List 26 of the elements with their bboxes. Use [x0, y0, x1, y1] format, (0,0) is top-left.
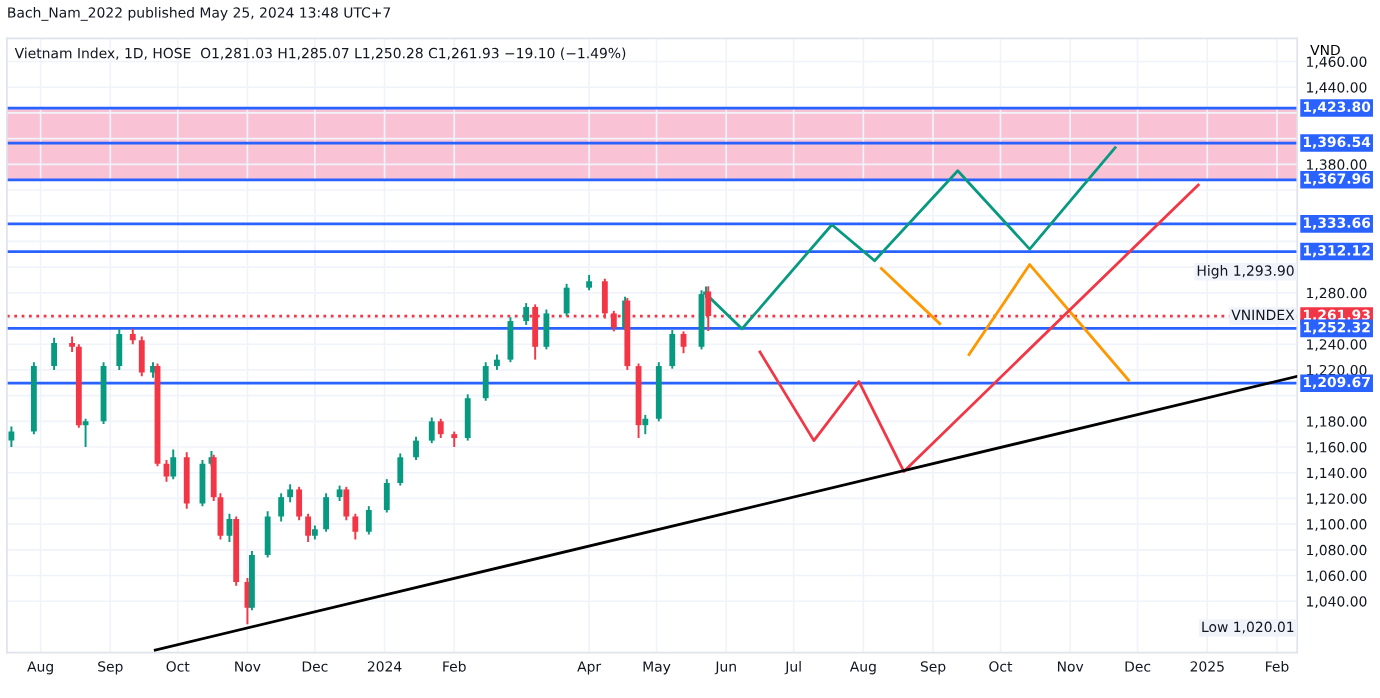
candlestick	[183, 451, 190, 510]
candlestick	[264, 510, 271, 559]
candlestick	[278, 492, 285, 523]
candlestick	[343, 485, 350, 522]
candlestick	[523, 302, 530, 326]
candlestick	[296, 485, 303, 522]
candlestick	[51, 336, 58, 371]
candlestick	[563, 282, 570, 317]
candlestick	[669, 329, 676, 370]
candlestick	[8, 425, 15, 448]
candlestick	[413, 435, 419, 461]
candlestick	[365, 505, 372, 536]
candlestick	[482, 361, 489, 402]
candlestick	[642, 413, 649, 436]
candlestick	[323, 492, 330, 533]
candlestick	[464, 393, 471, 442]
candlestick	[170, 448, 177, 481]
candlestick	[138, 335, 145, 378]
candlestick	[352, 512, 359, 541]
candlestick	[116, 327, 123, 371]
candlestick	[397, 452, 404, 487]
candlestick	[437, 417, 444, 439]
candlestick	[305, 512, 312, 544]
candlestick	[543, 308, 550, 351]
candlestick	[428, 416, 435, 445]
candlestick	[383, 478, 390, 514]
